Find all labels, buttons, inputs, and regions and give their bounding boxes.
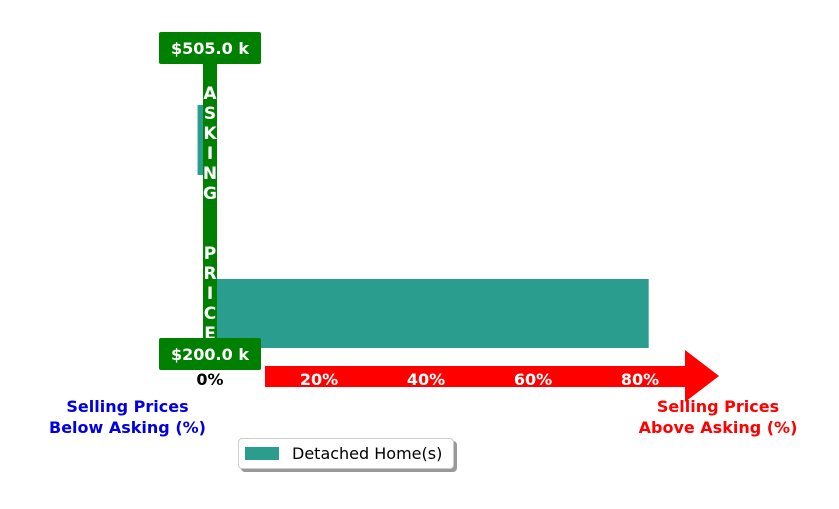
asking-letter: I (207, 284, 213, 304)
below-asking-label: Selling Prices Below Asking (%) (30, 396, 225, 438)
tick-labels: 0% 20% 40% 60% 80% (196, 370, 659, 389)
asking-letter: R (203, 264, 216, 284)
tick-label: 20% (300, 370, 338, 389)
below-asking-line1: Selling Prices (66, 397, 189, 416)
tick-label: 0% (196, 370, 223, 389)
asking-letter: S (204, 104, 216, 124)
above-asking-arrow (265, 350, 719, 402)
asking-letter: G (203, 184, 217, 204)
bar-above-asking (210, 279, 649, 348)
price-bottom-label: $200.0 k (171, 345, 249, 364)
legend-swatch (245, 447, 279, 460)
asking-letter: P (204, 244, 216, 264)
asking-letter: C (204, 304, 216, 324)
above-asking-line1: Selling Prices (656, 397, 780, 416)
legend: Detached Home(s) (238, 438, 454, 469)
bar-below-asking (197, 105, 208, 175)
asking-price-bar (203, 62, 217, 342)
asking-letter: I (207, 144, 213, 164)
tick-label: 80% (621, 370, 659, 389)
bars-group (197, 105, 649, 348)
legend-label: Detached Home(s) (292, 444, 443, 463)
asking-letter: E (204, 324, 216, 344)
tick-label: 60% (514, 370, 552, 389)
above-asking-label: Selling Prices Above Asking (%) (618, 396, 818, 438)
asking-letter: N (203, 164, 217, 184)
above-asking-line2: Above Asking (%) (638, 418, 798, 437)
price-top-badge: $505.0 k (159, 32, 261, 64)
price-bottom-badge: $200.0 k (159, 338, 261, 370)
below-asking-line2: Below Asking (%) (49, 418, 206, 437)
asking-letter: K (203, 124, 217, 144)
asking-letter: A (203, 84, 217, 104)
price-top-label: $505.0 k (171, 39, 249, 58)
tick-label: 40% (407, 370, 445, 389)
